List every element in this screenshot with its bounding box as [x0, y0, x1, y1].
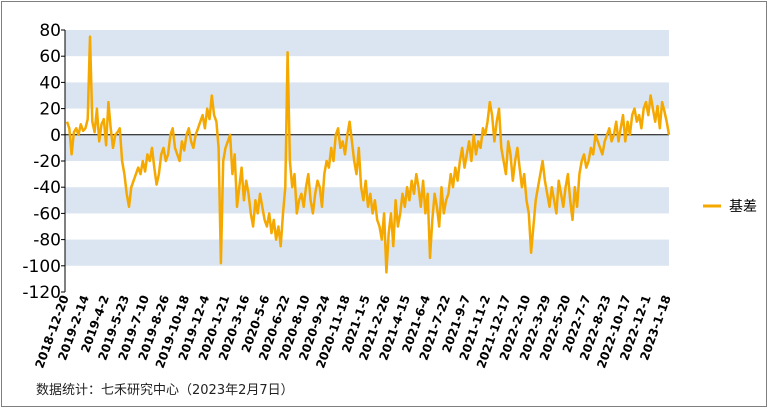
y-tick-label: -80	[33, 231, 61, 251]
y-tick-label: -20	[33, 152, 61, 172]
grid-band	[65, 82, 669, 109]
y-tick-label: -100	[22, 257, 61, 277]
grid-band	[65, 134, 669, 161]
y-tick-label: -120	[22, 283, 61, 303]
x-axis: 2018-12-202019-2-142019-4-22019-5-232019…	[32, 293, 673, 370]
y-tick-label: 40	[39, 73, 61, 93]
legend-label: 基差	[729, 198, 757, 215]
y-tick-label: 20	[39, 100, 61, 120]
series-layer	[65, 35, 671, 274]
y-axis: 80 60 40 20 0 -20 -40 -60 -80 -100 -120	[22, 21, 66, 303]
legend: 基差	[703, 198, 757, 215]
series-line	[65, 35, 671, 274]
grid-band	[65, 30, 669, 57]
grid-band	[65, 239, 669, 266]
y-tick-label: 60	[39, 47, 61, 67]
y-tick-label: -40	[33, 178, 61, 198]
y-tick-label: 80	[39, 21, 61, 41]
source-note: 数据统计：七禾研究中心（2023年2月7日）	[36, 383, 294, 398]
y-tick-label: 0	[50, 126, 61, 146]
y-tick-label: -60	[33, 204, 61, 224]
grid-bands	[65, 30, 669, 266]
